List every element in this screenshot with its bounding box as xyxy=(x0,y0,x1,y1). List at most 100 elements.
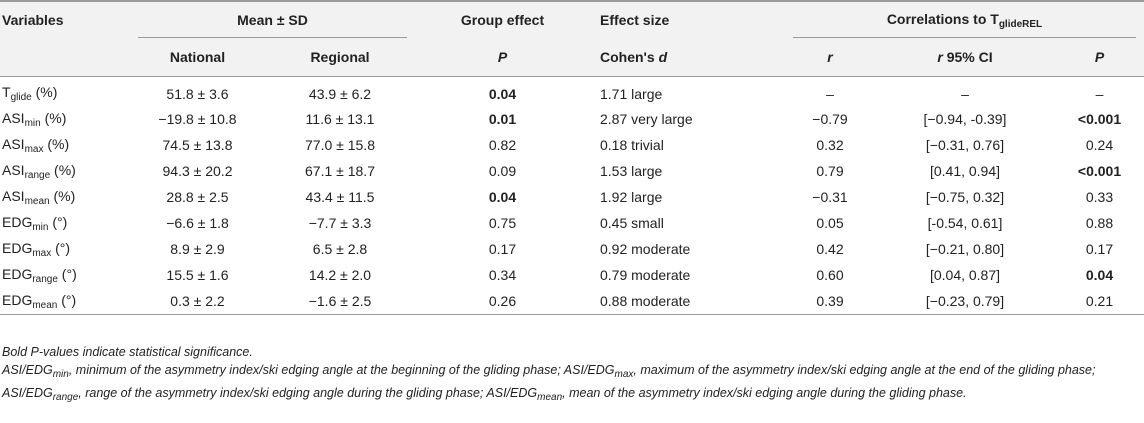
cell-p: 0.24 xyxy=(1085,137,1114,153)
variable-sub: mean xyxy=(24,195,50,207)
cell-variable: ASIrange (%) xyxy=(0,158,130,184)
cell-group-p: 0.04 xyxy=(488,189,517,205)
cell-variable: ASImin (%) xyxy=(0,106,130,132)
header-p2: P xyxy=(1055,38,1144,77)
cell-national: 51.8 ± 3.6 xyxy=(166,85,229,102)
cell-variable: ASImean (%) xyxy=(0,184,130,210)
table-row: EDGmin (°) −6.6 ± 1.8 −7.7 ± 3.3 0.75 0.45 s… xyxy=(0,210,1144,236)
cell-ci: [0.41, 0.94] xyxy=(929,163,1001,179)
cell-p: – xyxy=(1095,85,1104,102)
cell-national: −6.6 ± 1.8 xyxy=(166,215,229,231)
cell-p: <0.001 xyxy=(1077,111,1122,127)
variable-base: EDG xyxy=(2,239,33,256)
variable-unit: (%) xyxy=(43,135,70,152)
cell-group-p: 0.82 xyxy=(488,137,517,153)
cell-r: 0.39 xyxy=(785,288,875,315)
cell-r: 0.32 xyxy=(816,137,844,153)
header-p: P xyxy=(415,38,590,77)
fn-d2: , minimum of the asymmetry index/ski edg… xyxy=(68,363,615,377)
variable-base: EDG xyxy=(2,291,33,308)
cell-r: 0.05 xyxy=(816,215,844,231)
cell-effect: 1.71 large xyxy=(600,85,663,102)
header-r-ci-text: 95% CI xyxy=(942,49,993,65)
cell-group-p: 0.09 xyxy=(488,163,517,179)
cell-effect: 2.87 very large xyxy=(600,111,693,127)
table-row: ASImean (%) 28.8 ± 2.5 43.4 ± 11.5 0.04 1.92… xyxy=(0,184,1144,210)
header-row-1: Variables Mean ± SD Group effect Effect … xyxy=(0,0,1144,39)
cell-regional: 77.0 ± 15.8 xyxy=(305,137,375,153)
cell-p: 0.88 xyxy=(1085,215,1114,231)
cell-p: 0.21 xyxy=(1055,288,1144,315)
cell-regional: 43.4 ± 11.5 xyxy=(305,189,375,205)
cell-ci: – xyxy=(961,85,969,102)
cell-regional: −1.6 ± 2.5 xyxy=(265,288,415,315)
cell-variable: EDGmean (°) xyxy=(0,288,130,315)
cell-ci: [-0.54, 0.61] xyxy=(927,215,1003,231)
cell-p: <0.001 xyxy=(1077,163,1122,179)
variable-base: EDG xyxy=(2,265,33,282)
fn-s4: mean xyxy=(537,392,563,403)
variable-unit: (°) xyxy=(48,213,68,230)
cell-r: −0.31 xyxy=(812,189,848,205)
cell-r: – xyxy=(826,85,834,102)
cell-variable: ASImax (%) xyxy=(0,132,130,158)
cell-p: 0.33 xyxy=(1085,189,1114,205)
fn-d4: , range of the asymmetry index/ski edgin… xyxy=(78,386,538,400)
cell-regional: 6.5 ± 2.8 xyxy=(312,241,368,257)
cell-group-p: 0.17 xyxy=(488,241,517,257)
footnote-definitions: ASI/EDGmin, minimum of the asymmetry ind… xyxy=(2,361,1142,407)
header-cohens-d-letter: d xyxy=(658,49,668,65)
table-row: Tglide (%) 51.8 ± 3.6 43.9 ± 6.2 0.04 1.71 l… xyxy=(0,77,1144,107)
cell-effect: 0.45 small xyxy=(600,215,664,231)
variable-sub: glide xyxy=(10,92,32,103)
cell-national: 8.9 ± 2.9 xyxy=(170,241,225,257)
variable-sub: mean xyxy=(32,299,58,311)
cell-national: 28.8 ± 2.5 xyxy=(166,189,229,205)
cell-variable: EDGrange (°) xyxy=(0,262,130,288)
fn-s3: range xyxy=(52,392,79,403)
table-row: ASIrange (%) 94.3 ± 20.2 67.1 ± 18.7 0.09 1.… xyxy=(0,158,1144,184)
cell-r: 0.79 xyxy=(816,163,844,179)
variable-unit: (%) xyxy=(50,161,76,178)
cell-p: 0.04 xyxy=(1085,267,1114,283)
table-row: EDGmean (°) 0.3 ± 2.2 −1.6 ± 2.5 0.26 0.88 m… xyxy=(0,288,1144,315)
header-correlations: Correlations to TglideREL xyxy=(785,0,1144,39)
cell-national: 94.3 ± 20.2 xyxy=(162,163,233,179)
cell-r: 0.60 xyxy=(816,267,844,283)
cell-effect: 0.18 trivial xyxy=(600,137,664,153)
cell-regional: 43.9 ± 6.2 xyxy=(308,85,372,102)
variable-base: ASI xyxy=(2,135,25,152)
cell-ci: [−0.94, -0.39] xyxy=(923,111,1007,127)
table-row: ASImax (%) 74.5 ± 13.8 77.0 ± 15.8 0.82 0.18… xyxy=(0,132,1144,158)
table-body: Tglide (%) 51.8 ± 3.6 43.9 ± 6.2 0.04 1.71 l… xyxy=(0,77,1144,315)
results-table: Variables Mean ± SD Group effect Effect … xyxy=(0,0,1144,315)
cell-ci: [0.04, 0.87] xyxy=(929,267,1001,283)
header-r-ci: r 95% CI xyxy=(875,38,1055,77)
cell-ci: [−0.23, 0.79] xyxy=(875,288,1055,315)
fn-d1: ASI/EDG xyxy=(2,363,53,377)
fn-d5: , mean of the asymmetry index/ski edging… xyxy=(562,386,967,400)
header-variables: Variables xyxy=(0,0,130,38)
header-r-ci-r: r xyxy=(937,49,943,65)
header-regional: Regional xyxy=(265,38,415,77)
variable-base: ASI xyxy=(2,109,25,126)
footnotes: Bold P-values indicate statistical signi… xyxy=(2,343,1142,407)
cell-national: −19.8 ± 10.8 xyxy=(158,111,237,127)
cell-regional: −7.7 ± 3.3 xyxy=(308,215,372,231)
cell-variable: EDGmin (°) xyxy=(0,210,130,236)
cell-national: 0.3 ± 2.2 xyxy=(130,288,265,315)
variable-unit: (°) xyxy=(57,291,77,308)
cell-r: 0.42 xyxy=(816,241,844,257)
variable-base: T xyxy=(2,84,11,100)
table-row: EDGrange (°) 15.5 ± 1.6 14.2 ± 2.0 0.34 0.79… xyxy=(0,262,1144,288)
header-cohens-text: Cohen's xyxy=(600,49,659,65)
header-r: r xyxy=(785,38,875,77)
header-mean-sd: Mean ± SD xyxy=(130,0,415,39)
table-row: EDGmax (°) 8.9 ± 2.9 6.5 ± 2.8 0.17 0.92 mod… xyxy=(0,236,1144,262)
cell-ci: [−0.75, 0.32] xyxy=(925,189,1005,205)
header-row-2: National Regional P Cohen's d r r 95% CI… xyxy=(0,38,1144,77)
header-empty xyxy=(0,38,130,77)
cell-regional: 67.1 ± 18.7 xyxy=(305,163,375,179)
cell-variable: EDGmax (°) xyxy=(0,236,130,262)
